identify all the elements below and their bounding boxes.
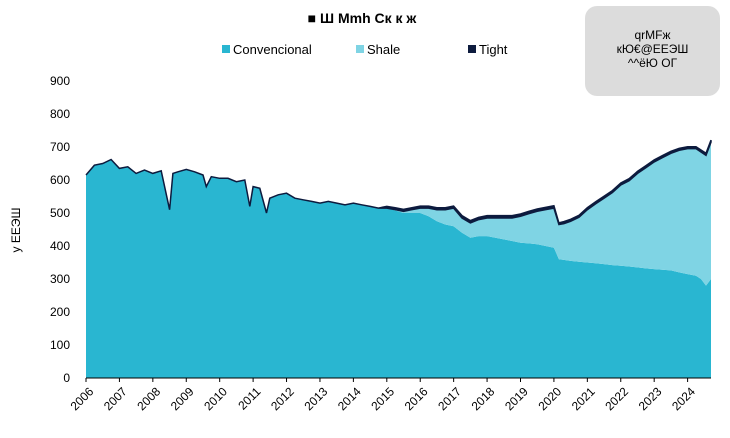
x-tick-label: 2020 <box>535 384 564 413</box>
x-tick-label: 2011 <box>235 384 263 412</box>
area-tight <box>85 139 712 226</box>
legend-label-convencional: Convencional <box>233 42 312 57</box>
legend-swatch-convencional <box>222 45 230 53</box>
x-tick-label: 2022 <box>602 384 631 413</box>
y-tick-label: 900 <box>50 74 70 88</box>
y-tick-label: 0 <box>63 371 70 385</box>
legend-swatch-shale <box>356 45 364 53</box>
x-tick-label: 2009 <box>168 384 197 413</box>
x-tick-label: 2010 <box>201 384 230 413</box>
x-tick-label: 2007 <box>101 384 130 413</box>
x-tick-label: 2013 <box>302 384 331 413</box>
x-tick-label: 2008 <box>134 384 163 413</box>
x-axis-ticks: 2006 2007 2008 2009 2010 2011 2012 2013 2014 2015… <box>68 378 698 413</box>
x-tick-label: 2012 <box>268 384 297 413</box>
x-tick-label: 2024 <box>669 384 698 413</box>
x-tick-label: 2006 <box>68 384 97 413</box>
y-tick-label: 200 <box>50 305 70 319</box>
y-axis-ticks: 0 100 200 300 400 500 600 700 800 900 <box>50 74 70 385</box>
note-text: qrМFж кЮ€@ЕЕЭШ ^^ёЮ ОГ <box>616 28 689 70</box>
y-tick-label: 800 <box>50 107 70 121</box>
y-tick-label: 700 <box>50 140 70 154</box>
legend-label-tight: Tight <box>479 42 508 57</box>
x-tick-label: 2016 <box>402 384 431 413</box>
y-tick-label: 100 <box>50 338 70 352</box>
legend-swatch-tight <box>468 45 476 53</box>
y-tick-label: 600 <box>50 173 70 187</box>
area-shale <box>86 142 711 286</box>
y-axis-label: у ЕЕЭШ <box>9 208 23 253</box>
y-tick-label: 400 <box>50 239 70 253</box>
x-tick-label: 2021 <box>569 384 598 413</box>
legend: Convencional Shale Tight <box>222 42 508 57</box>
legend-label-shale: Shale <box>367 42 400 57</box>
x-tick-label: 2018 <box>469 384 498 413</box>
y-tick-label: 500 <box>50 206 70 220</box>
x-tick-label: 2019 <box>502 384 531 413</box>
chart-title: ■ Ш Мmh Ск к ж <box>308 10 418 26</box>
note-box: qrМFж кЮ€@ЕЕЭШ ^^ёЮ ОГ <box>585 6 720 96</box>
x-tick-label: 2015 <box>368 384 397 413</box>
plot-areas <box>85 139 712 378</box>
x-tick-label: 2023 <box>636 384 665 413</box>
area-convencional <box>86 159 711 378</box>
x-tick-label: 2017 <box>435 384 464 413</box>
x-tick-label: 2014 <box>335 384 364 413</box>
y-tick-label: 300 <box>50 272 70 286</box>
